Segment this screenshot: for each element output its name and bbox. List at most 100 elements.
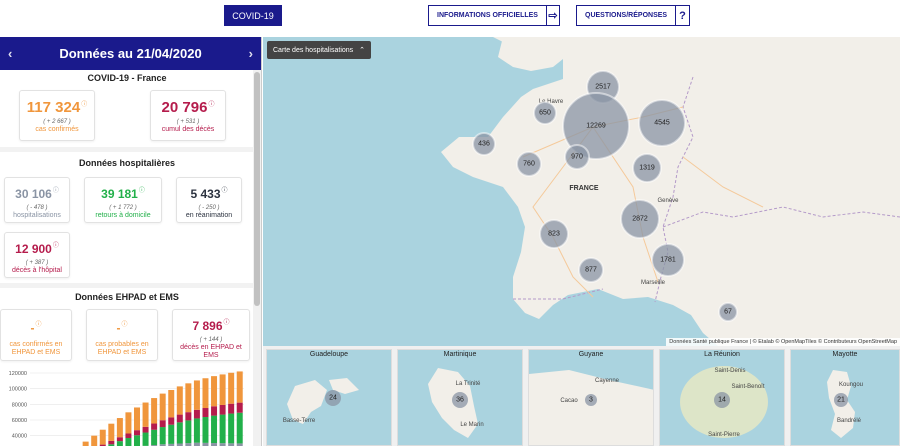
inset-reunion[interactable]: La Réunion 14 Saint-Denis Saint-Benoît S… — [659, 349, 785, 446]
chart-bar — [219, 374, 226, 405]
chart-bar — [151, 423, 158, 430]
chart-bar — [151, 429, 158, 446]
chart-bar — [211, 406, 218, 416]
ehpad-deaths-value: 7 896 — [192, 319, 223, 333]
chart-bar — [202, 442, 209, 446]
ehpad-probable-value: - — [116, 321, 121, 335]
inset-map: 14 Saint-Denis Saint-Benoît Saint-Pierre — [680, 366, 768, 438]
place-label-geneve: Genève — [657, 198, 679, 204]
deaths-delta: ( + 531 ) — [176, 119, 200, 125]
chart-bar — [185, 420, 192, 444]
place-label: Saint-Benoît — [731, 384, 764, 390]
ehpad-section-title: Données EHPAD et EMS — [75, 292, 179, 302]
chevron-left-icon[interactable]: ‹ — [8, 46, 13, 61]
info-icon[interactable]: ⓘ — [208, 102, 215, 108]
country-label-france: FRANCE — [569, 185, 598, 192]
inset-guyane[interactable]: Guyane 3 Cayenne Cacao — [528, 349, 654, 446]
hospitalisations-label: hospitalisations — [13, 212, 61, 219]
chart-bar — [159, 393, 166, 421]
chart-bar — [91, 435, 98, 446]
hospital-deaths-value: 12 900 — [15, 242, 52, 256]
map-canvas[interactable]: Le Havre Genève Marseille FRANCE 2517 65… — [263, 37, 900, 346]
chart-bar — [116, 441, 123, 446]
ehpad-confirmed-value: - — [30, 321, 35, 335]
stat-card-confirmed: 117 324ⓘ ( + 2 667 ) cas confirmés — [19, 90, 95, 141]
chart-bar — [134, 435, 140, 446]
info-icon[interactable]: ⓘ — [52, 188, 59, 194]
returns-home-delta: ( + 1 772 ) — [109, 205, 137, 211]
chart-bar — [168, 424, 175, 444]
inset-mayotte[interactable]: Mayotte 21 Koungou Bandrélé — [790, 349, 900, 446]
cumulative-chart: 12000010000080000600004000020000 — [9, 371, 244, 446]
scrollbar-thumb[interactable] — [254, 72, 260, 306]
arrow-right-icon: ⇨ — [545, 6, 559, 25]
place-label: Le Marin — [460, 422, 483, 428]
inset-title: Martinique — [443, 351, 477, 358]
info-icon[interactable]: ⓘ — [52, 243, 59, 249]
questions-answers-button[interactable]: QUESTIONS/RÉPONSES ? — [576, 5, 690, 26]
stat-card-hospitalisations: 30 106ⓘ ( - 478 ) hospitalisations — [4, 177, 70, 223]
chart-bar — [176, 414, 183, 423]
place-label-le-havre: Le Havre — [539, 99, 564, 105]
chart-bar — [116, 418, 123, 438]
chart-bar — [185, 412, 192, 421]
info-icon[interactable]: ⓘ — [138, 188, 145, 194]
chart-bar — [211, 415, 218, 444]
place-label-marseille: Marseille — [641, 280, 666, 286]
deaths-value: 20 796 — [161, 99, 208, 116]
cluster-label: 877 — [585, 267, 597, 274]
cluster-marker — [718, 302, 738, 322]
place-label: Saint-Pierre — [708, 432, 740, 438]
chart-bar — [193, 442, 200, 446]
cluster-label: 650 — [539, 110, 551, 117]
info-icon[interactable]: ⓘ — [81, 102, 88, 108]
stat-card-ehpad-deaths: 7 896ⓘ ( + 144 ) décès en EHPAD et EMS — [172, 309, 250, 361]
place-label: Koungou — [839, 382, 863, 388]
info-icon[interactable]: ⓘ — [35, 322, 42, 328]
cluster-marker — [516, 151, 542, 177]
panel-scrollbar[interactable] — [253, 70, 261, 446]
panel-date-title: Données au 21/04/2020 — [59, 46, 202, 61]
ehpad-confirmed-label: cas confirmés en EHPAD et EMS — [9, 341, 63, 357]
y-tick-label: 100000 — [9, 387, 27, 393]
cluster-marker — [452, 392, 468, 408]
deaths-label: cumul des décès — [161, 126, 215, 133]
chart-bar — [159, 427, 166, 445]
info-icon[interactable]: ⓘ — [221, 188, 228, 194]
chart-bar — [219, 404, 226, 415]
place-label: La Trinité — [456, 381, 481, 387]
hospitalisation-map[interactable]: Le Havre Genève Marseille FRANCE 2517 65… — [263, 37, 900, 346]
hospital-section-title: Données hospitalières — [78, 158, 176, 168]
icu-label: en réanimation — [185, 212, 233, 219]
stat-card-ehpad-confirmed: -ⓘ cas confirmés en EHPAD et EMS — [0, 309, 72, 361]
cluster-label: 36 — [456, 397, 464, 404]
covid-nav-button[interactable]: COVID-19 — [224, 5, 282, 26]
chevron-right-icon[interactable]: › — [248, 46, 253, 61]
map-layer-toggle[interactable]: Carte des hospitalisations ⌃ — [267, 41, 372, 59]
chart-bar — [168, 389, 175, 418]
chart-bar — [99, 429, 106, 445]
panel-header: ‹ Données au 21/04/2020 › — [0, 37, 261, 70]
chart-bar — [142, 402, 149, 427]
hospital-deaths-delta: ( + 387 ) — [25, 260, 49, 266]
official-info-label: INFORMATIONS OFFICIELLES — [437, 12, 538, 19]
cluster-label: 12269 — [586, 123, 606, 130]
stat-card-icu: 5 433ⓘ ( - 250 ) en réanimation — [176, 177, 242, 223]
chart-bar — [176, 443, 183, 446]
ehpad-deaths-label: décès en EHPAD et EMS — [180, 344, 242, 360]
hospitalisations-value: 30 106 — [15, 187, 52, 201]
inset-guadeloupe[interactable]: Guadeloupe 24 Basse-Terre — [266, 349, 392, 446]
inset-map: 36 La Trinité Le Marin — [428, 368, 484, 438]
hospitalisations-delta: ( - 478 ) — [26, 205, 48, 211]
island — [329, 378, 359, 394]
official-info-button[interactable]: INFORMATIONS OFFICIELLES ⇨ — [428, 5, 560, 26]
inset-martinique[interactable]: Martinique 36 La Trinité Le Marin — [397, 349, 523, 446]
map-attribution[interactable]: Données Santé publique France | © Etalab… — [666, 338, 900, 346]
cluster-marker — [714, 392, 730, 408]
info-icon[interactable]: ⓘ — [121, 322, 128, 328]
place-label: Cayenne — [595, 378, 620, 384]
cluster-marker — [578, 257, 604, 283]
overseas-insets: Guadeloupe 24 Basse-Terre Martinique 36 … — [263, 346, 900, 446]
chart-bar — [134, 430, 140, 436]
info-icon[interactable]: ⓘ — [223, 320, 230, 326]
